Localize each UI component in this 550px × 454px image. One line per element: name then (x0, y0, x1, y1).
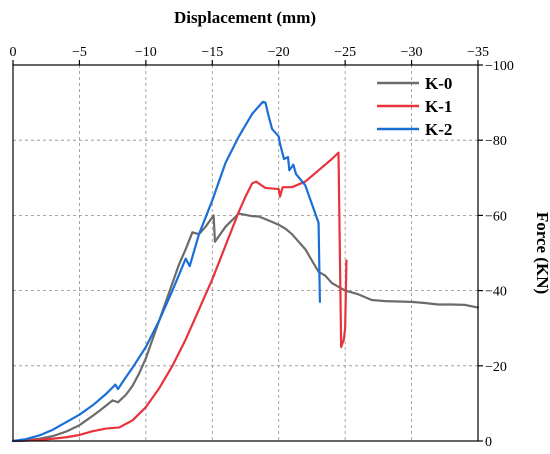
legend-label-k-0: K-0 (425, 74, 452, 93)
grid-lines (13, 65, 478, 441)
legend-label-k-2: K-2 (425, 120, 452, 139)
x-axis-ticks: 0 −5 −10 −15 −20 −25 −30 −35 (10, 45, 489, 65)
x-tick-label: −10 (135, 45, 157, 60)
x-axis-title: Displacement (mm) (174, 8, 316, 27)
y-tick-label: −100 (485, 59, 514, 74)
x-tick-label: −30 (401, 45, 423, 60)
y-axis-ticks: 0 −20 −40 −60 −80 −100 (478, 59, 514, 450)
x-tick-label: −20 (268, 45, 290, 60)
x-tick-label: −35 (467, 45, 489, 60)
legend: K-0 K-1 K-2 (377, 74, 452, 139)
series-line-k-0 (11, 212, 480, 443)
x-tick-label: −25 (334, 45, 356, 60)
y-tick-label: −80 (485, 134, 507, 149)
x-tick-label: −15 (201, 45, 223, 60)
plot-frame (12, 64, 479, 442)
plot-lines (11, 100, 480, 443)
x-tick-label: −5 (72, 45, 87, 60)
series-line-k-2 (11, 100, 321, 443)
legend-label-k-1: K-1 (425, 97, 452, 116)
y-axis-title: Force (KN) (533, 212, 550, 294)
y-tick-label: −60 (485, 209, 507, 224)
y-tick-label: 0 (485, 435, 492, 450)
y-tick-label: −20 (485, 360, 507, 375)
y-tick-label: −40 (485, 285, 507, 300)
series-line-k-1 (11, 151, 348, 443)
x-tick-label: 0 (10, 45, 17, 60)
